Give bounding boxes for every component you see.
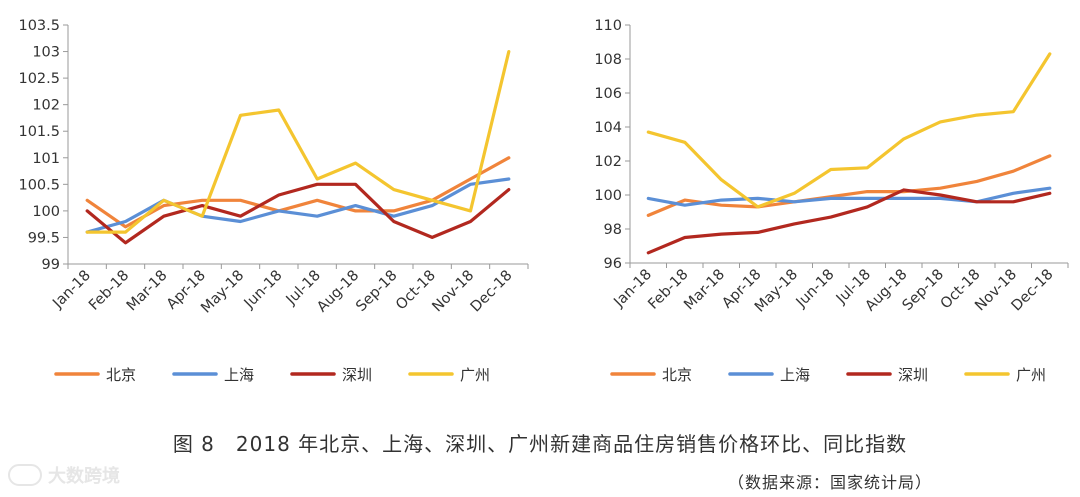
x-tick-label: Jun-18	[793, 267, 838, 312]
y-tick-label: 102.5	[18, 71, 60, 87]
y-tick-label: 102	[594, 154, 622, 170]
y-tick-label: 100	[32, 204, 60, 220]
legend-item-4: 广州	[408, 366, 490, 384]
y-tick-label: 104	[594, 120, 622, 136]
legend-label: 北京	[106, 366, 136, 384]
legend-item-2: 上海	[172, 366, 254, 384]
x-tick-label: Jan-18	[49, 268, 94, 313]
y-tick-label: 102	[32, 98, 60, 114]
legend-item-1: 北京	[610, 366, 692, 384]
data-source-note: （数据来源：国家统计局）	[728, 473, 933, 492]
x-tick-label: May-18	[198, 268, 247, 317]
x-tick-label: Sep-18	[353, 268, 400, 315]
legend-label: 广州	[460, 366, 490, 384]
legend-label: 深圳	[342, 366, 372, 384]
legend-label: 上海	[780, 366, 810, 384]
series-line-4	[85, 49, 511, 234]
y-tick-label: 108	[594, 52, 622, 68]
y-tick-label: 101	[32, 151, 60, 167]
series-line-1	[646, 154, 1052, 217]
chart-2: 9698100102104106108110Jan-18Feb-18Mar-18…	[594, 18, 1069, 384]
x-tick-label: Feb-18	[86, 268, 132, 314]
watermark-text: 大数跨境	[48, 466, 120, 487]
x-tick-label: Jun-18	[241, 268, 286, 313]
y-tick-label: 101.5	[18, 124, 60, 140]
watermark: 大数跨境	[8, 462, 120, 488]
series-line-4	[646, 52, 1052, 209]
legend-label: 深圳	[898, 366, 928, 384]
legend-item-1: 北京	[54, 366, 136, 384]
series-line-3	[85, 182, 511, 245]
figure-caption: 图 8 2018 年北京、上海、深圳、广州新建商品住房销售价格环比、同比指数	[172, 432, 908, 456]
legend-label: 广州	[1016, 366, 1046, 384]
series-line-1	[85, 156, 511, 229]
legend-item-3: 深圳	[290, 366, 372, 384]
legend-label: 北京	[662, 366, 692, 384]
x-tick-label: Nov-18	[430, 268, 478, 316]
y-tick-label: 98	[604, 222, 622, 238]
x-tick-label: Sep-18	[900, 267, 947, 314]
series-line-3	[646, 188, 1052, 255]
legend-item-2: 上海	[728, 366, 810, 384]
legend-item-3: 深圳	[846, 366, 928, 384]
y-tick-label: 99.5	[28, 230, 60, 246]
watermark-logo-icon	[8, 464, 42, 486]
x-tick-label: Dec-18	[468, 268, 516, 316]
y-tick-label: 103	[32, 45, 60, 61]
y-tick-label: 99	[42, 257, 60, 273]
y-tick-label: 96	[604, 256, 622, 272]
y-tick-label: 100	[594, 188, 622, 204]
y-tick-label: 106	[594, 86, 622, 102]
x-tick-label: Mar-18	[124, 268, 171, 315]
y-tick-label: 103.5	[18, 18, 60, 34]
legend-item-4: 广州	[964, 366, 1046, 384]
chart-1: 99 99.5 100 100.5 101 101.5 102 102.5 103 103.5 Ja…	[18, 18, 529, 384]
y-tick-label: 110	[594, 18, 622, 34]
x-tick-label: Mar-18	[681, 267, 728, 314]
x-tick-label: Aug-18	[314, 268, 362, 316]
y-tick-label: 100.5	[18, 177, 60, 193]
legend-label: 上海	[224, 366, 254, 384]
